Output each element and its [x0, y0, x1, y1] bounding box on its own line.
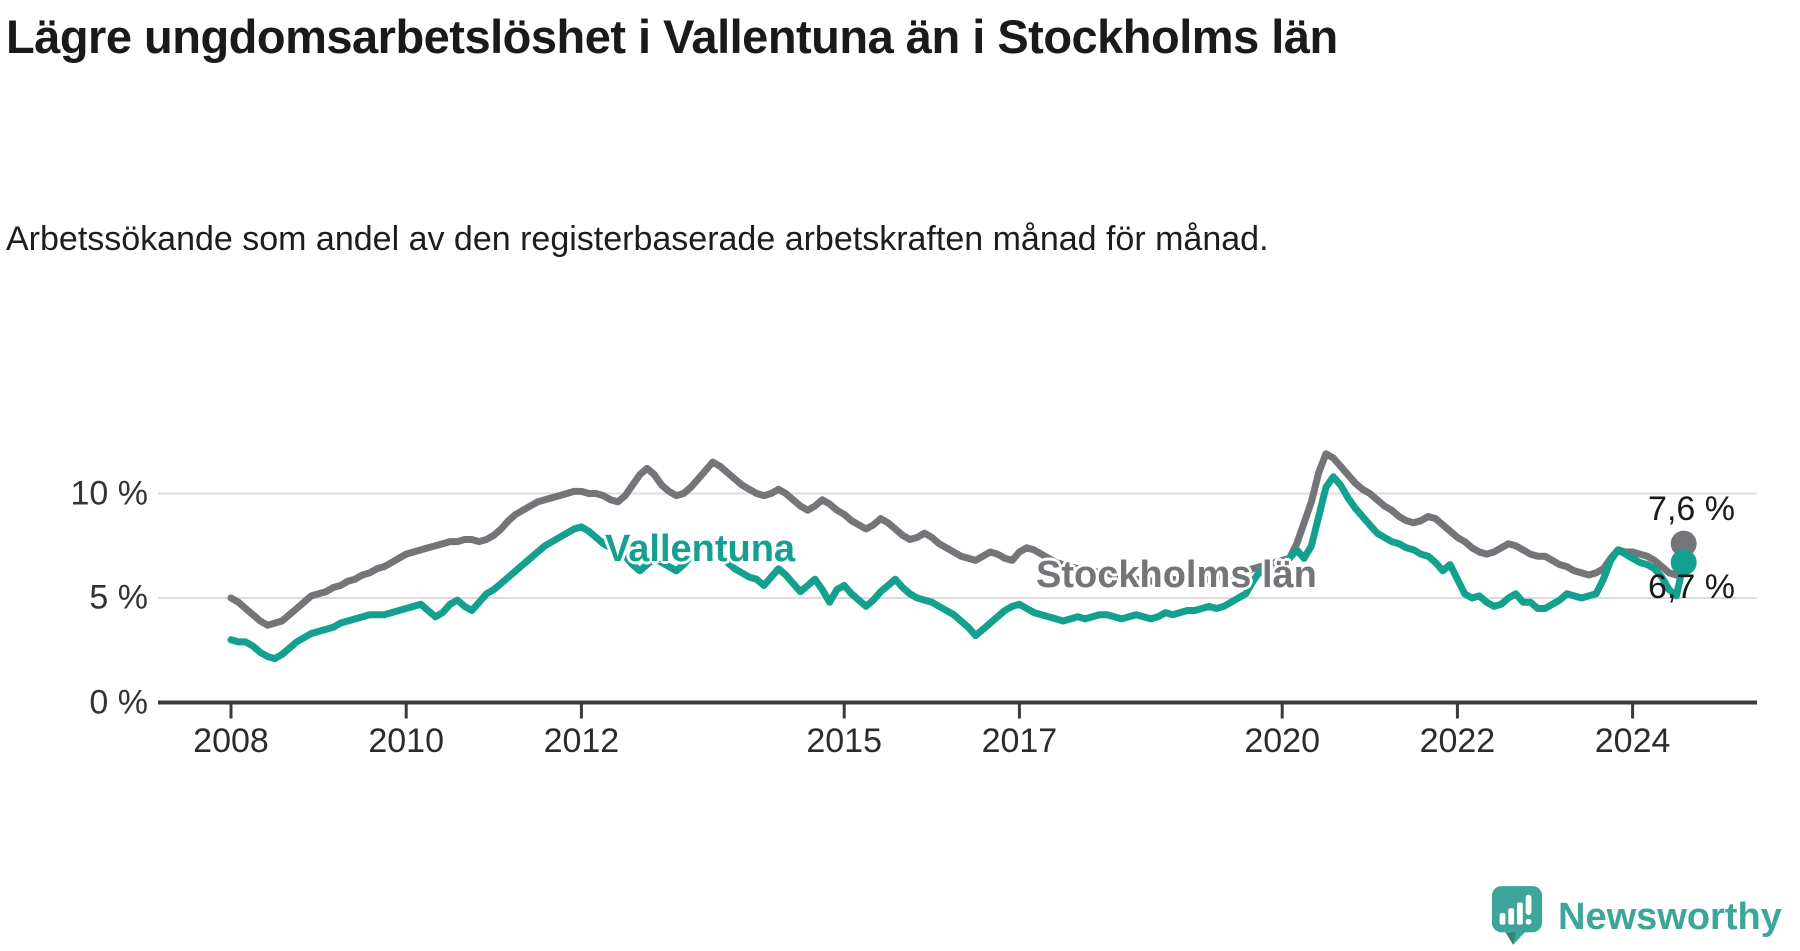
line-stockholms-lan — [227, 450, 1688, 629]
y-tick-label: 0 % — [89, 683, 148, 721]
page-title: Lägre ungdomsarbetslöshet i Vallentuna ä… — [6, 10, 1338, 63]
x-tick-label: 2024 — [1594, 722, 1671, 760]
series-label-stockholms-lan: Stockholms län — [1036, 554, 1317, 596]
x-tick-label: 2008 — [193, 722, 269, 760]
x-tick-label: 2015 — [806, 722, 882, 760]
x-tick-label: 2017 — [981, 722, 1058, 760]
y-tick-label: 5 % — [89, 578, 148, 617]
x-tick-label: 2020 — [1244, 722, 1320, 760]
branding: Newsworthy — [1490, 884, 1782, 951]
y-tick-label: 10 % — [70, 474, 149, 512]
series-label-vallentuna: Vallentuna — [605, 528, 796, 570]
x-tick-label: 2012 — [543, 722, 620, 760]
newsworthy-logo-icon — [1490, 884, 1544, 951]
line-vallentuna — [227, 473, 1688, 663]
end-dot-vallentuna — [1670, 549, 1697, 576]
x-tick-label: 2010 — [368, 722, 444, 760]
page-subtitle: Arbetssökande som andel av den registerb… — [6, 220, 1269, 258]
end-value-label-vallentuna: 6,7 % — [1648, 568, 1735, 606]
end-dot-stockholms-lan — [1670, 530, 1697, 557]
end-value-label-stockholms-lan: 7,6 % — [1648, 490, 1735, 528]
x-tick-label: 2022 — [1419, 722, 1496, 760]
newsworthy-logo-text: Newsworthy — [1558, 896, 1782, 938]
